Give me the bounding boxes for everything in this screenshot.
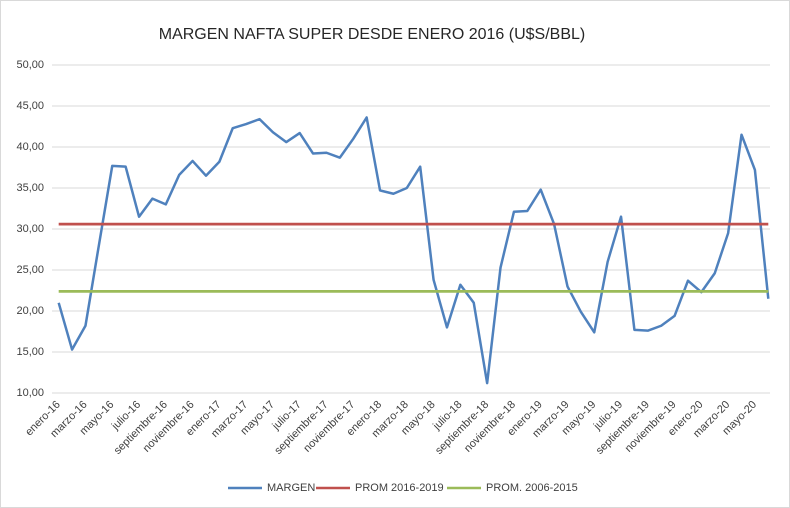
y-tick-label: 20,00 bbox=[16, 305, 44, 317]
y-tick-label: 40,00 bbox=[16, 141, 44, 153]
series-line bbox=[57, 116, 770, 385]
y-tick-label: 50,00 bbox=[16, 59, 44, 71]
y-tick-label: 30,00 bbox=[16, 223, 44, 235]
legend-label: PROM 2016-2019 bbox=[355, 482, 444, 494]
legend-label: MARGEN bbox=[267, 482, 315, 494]
y-tick-label: 15,00 bbox=[16, 346, 44, 358]
y-tick-label: 35,00 bbox=[16, 182, 44, 194]
chart-title: MARGEN NAFTA SUPER DESDE ENERO 2016 (U$S… bbox=[159, 26, 585, 43]
y-tick-label: 10,00 bbox=[16, 387, 44, 399]
y-tick-label: 45,00 bbox=[16, 100, 44, 112]
legend-label: PROM. 2006-2015 bbox=[486, 482, 578, 494]
y-tick-label: 25,00 bbox=[16, 264, 44, 276]
